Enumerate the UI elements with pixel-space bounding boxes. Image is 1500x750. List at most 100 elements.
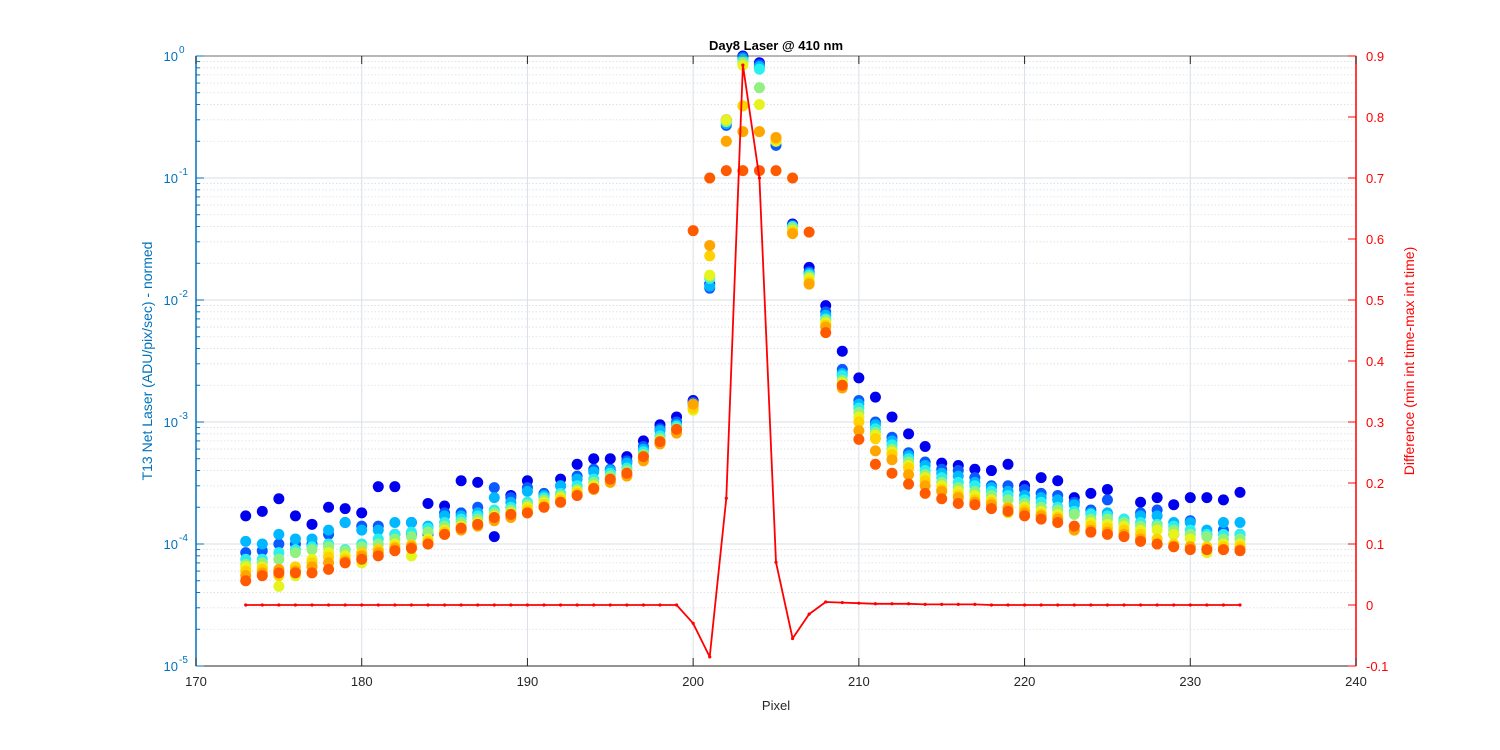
right-tick-label: 0.2	[1366, 476, 1384, 491]
scatter-point	[1101, 528, 1113, 540]
left-tick-label: 10	[164, 293, 178, 308]
left-tick-label: 10	[164, 659, 178, 674]
right-y-axis-ticks: -0.1 0 0.1 0.2 0.3 0.4 0.5 0.6 0.7 0.8 0.9	[1348, 49, 1388, 674]
scatter-point	[1135, 496, 1147, 508]
scatter-point	[1217, 544, 1229, 556]
scatter-point	[240, 510, 252, 522]
scatter-point	[405, 531, 417, 543]
scatter-point	[1234, 545, 1246, 557]
scatter-point	[289, 547, 301, 559]
scatter-point	[903, 469, 915, 481]
scatter-points	[240, 50, 1246, 592]
scatter-point	[422, 497, 434, 509]
x-tick-label: 230	[1179, 674, 1201, 689]
scatter-point	[1151, 492, 1163, 504]
difference-point	[426, 603, 430, 607]
scatter-point	[488, 482, 500, 494]
scatter-point	[820, 327, 832, 339]
scatter-point	[770, 131, 782, 143]
scatter-point	[853, 433, 865, 445]
left-tick-label: 10	[164, 49, 178, 64]
difference-point	[1089, 603, 1093, 607]
difference-point	[774, 560, 778, 564]
scatter-point	[753, 63, 765, 75]
right-tick-label: 0.9	[1366, 49, 1384, 64]
scatter-point	[1035, 472, 1047, 484]
difference-point	[244, 603, 248, 607]
scatter-point	[273, 553, 285, 565]
scatter-point	[306, 533, 318, 545]
difference-point	[1072, 603, 1076, 607]
scatter-point	[1135, 535, 1147, 547]
scatter-point	[969, 499, 981, 511]
scatter-point	[869, 458, 881, 470]
scatter-point	[604, 453, 616, 465]
scatter-point	[753, 126, 765, 138]
scatter-point	[803, 226, 815, 238]
scatter-point	[555, 496, 567, 508]
scatter-point	[289, 567, 301, 579]
scatter-point	[389, 545, 401, 557]
scatter-point	[869, 445, 881, 457]
difference-point	[790, 636, 795, 641]
difference-point	[674, 603, 679, 607]
difference-point	[525, 603, 530, 607]
difference-point	[940, 602, 944, 606]
scatter-point	[1184, 533, 1196, 545]
difference-point	[509, 603, 513, 607]
difference-point	[741, 63, 745, 67]
scatter-point	[919, 440, 931, 452]
scatter-point	[1085, 487, 1097, 499]
difference-point	[923, 602, 927, 606]
scatter-point	[256, 505, 268, 517]
scatter-point	[903, 478, 915, 490]
scatter-point	[1168, 528, 1180, 540]
scatter-point	[604, 473, 616, 485]
x-tick-label: 170	[185, 674, 207, 689]
scatter-point	[936, 493, 948, 505]
scatter-point	[1052, 475, 1064, 487]
right-tick-label: 0.7	[1366, 171, 1384, 186]
scatter-point	[836, 345, 848, 357]
scatter-point	[704, 250, 716, 262]
scatter-point	[720, 165, 732, 177]
scatter-point	[488, 531, 500, 543]
scatter-point	[985, 465, 997, 477]
difference-point	[1188, 603, 1192, 607]
scatter-point	[1217, 517, 1229, 529]
difference-point	[1006, 603, 1010, 607]
scatter-point	[952, 497, 964, 509]
scatter-point	[1184, 517, 1196, 529]
scatter-point	[637, 451, 649, 463]
x-tick-label: 200	[682, 674, 704, 689]
scatter-point	[1035, 513, 1047, 525]
difference-point	[1056, 603, 1060, 607]
left-tick-exponent: -1	[179, 167, 188, 178]
scatter-point	[356, 524, 368, 536]
scatter-point	[306, 544, 318, 556]
scatter-point	[389, 481, 401, 493]
difference-point	[840, 600, 844, 605]
scatter-point	[323, 563, 335, 575]
difference-point	[824, 600, 828, 604]
scatter-point	[770, 165, 782, 177]
scatter-point	[339, 557, 351, 569]
scatter-point	[1068, 520, 1080, 532]
scatter-point	[1217, 494, 1229, 506]
left-tick-exponent: 0	[179, 45, 185, 56]
difference-point	[575, 603, 579, 607]
left-y-axis-label: T13 Net Laser (ADU/pix/sec) - normed	[139, 242, 155, 481]
scatter-point	[687, 398, 699, 410]
scatter-point	[405, 542, 417, 554]
scatter-point	[372, 550, 384, 562]
scatter-point	[1002, 505, 1014, 517]
scatter-point	[588, 453, 600, 465]
difference-point	[376, 603, 380, 607]
scatter-point	[654, 436, 666, 448]
scatter-point	[787, 172, 799, 184]
right-y-axis-label: Difference (min int time-max int time)	[1401, 247, 1417, 475]
scatter-point	[1002, 458, 1014, 470]
scatter-point	[753, 82, 765, 94]
scatter-point	[753, 99, 765, 111]
x-tick-label: 180	[351, 674, 373, 689]
